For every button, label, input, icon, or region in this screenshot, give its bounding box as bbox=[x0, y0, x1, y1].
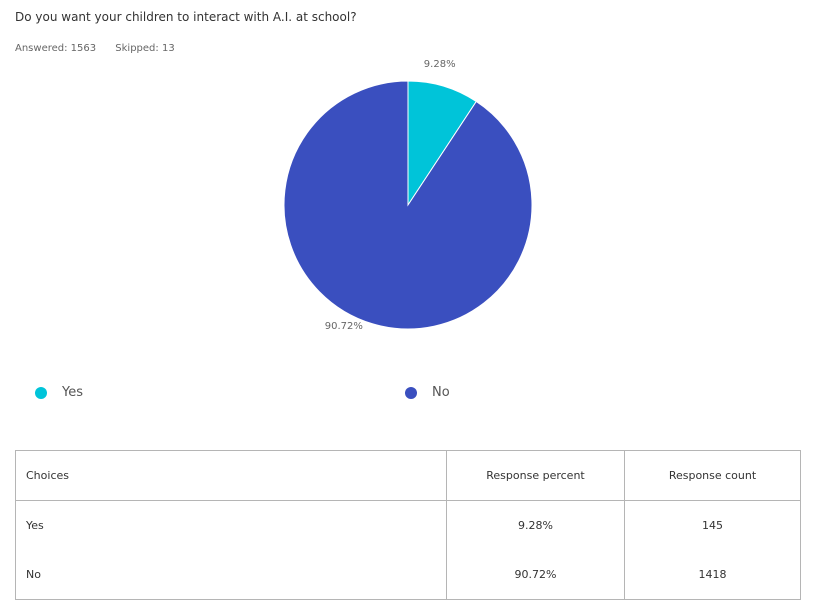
row-choice: Yes bbox=[15, 500, 447, 550]
table-row: Yes 9.28% 145 bbox=[15, 500, 801, 550]
results-table: Choices Response percent Response count … bbox=[15, 450, 801, 600]
chart-legend: Yes No bbox=[0, 385, 816, 405]
pie-chart-svg: 9.28% 90.72% bbox=[283, 59, 533, 332]
response-stats: Answered: 1563 Skipped: 13 bbox=[15, 43, 191, 54]
table-row: No 90.72% 1418 bbox=[15, 550, 801, 600]
row-percent: 9.28% bbox=[446, 500, 625, 550]
legend-item-no[interactable]: No bbox=[405, 385, 450, 400]
legend-marker-no bbox=[405, 386, 417, 399]
row-choice: No bbox=[15, 550, 447, 600]
header-response-percent: Response percent bbox=[446, 450, 625, 501]
table-header-row: Choices Response percent Response count bbox=[15, 450, 801, 501]
row-count: 1418 bbox=[698, 568, 727, 581]
header-response-count: Response count bbox=[624, 450, 801, 501]
row-count: 145 bbox=[702, 519, 723, 532]
skipped-count: Skipped: 13 bbox=[115, 43, 175, 54]
answered-count: Answered: 1563 bbox=[15, 43, 97, 54]
pie-data-label-yes: 9.28% bbox=[424, 60, 456, 70]
legend-label-yes: Yes bbox=[62, 385, 83, 400]
legend-item-yes[interactable]: Yes bbox=[35, 385, 83, 400]
pie-data-label-no: 90.72% bbox=[325, 321, 363, 332]
header-choices: Choices bbox=[15, 450, 447, 501]
pie-slice-no[interactable] bbox=[283, 80, 533, 330]
question-title: Do you want your children to interact wi… bbox=[15, 10, 357, 24]
legend-marker-yes bbox=[35, 386, 47, 399]
row-percent: 90.72% bbox=[446, 550, 625, 600]
legend-label-no: No bbox=[432, 385, 450, 400]
pie-chart: 9.28% 90.72% bbox=[0, 59, 816, 350]
